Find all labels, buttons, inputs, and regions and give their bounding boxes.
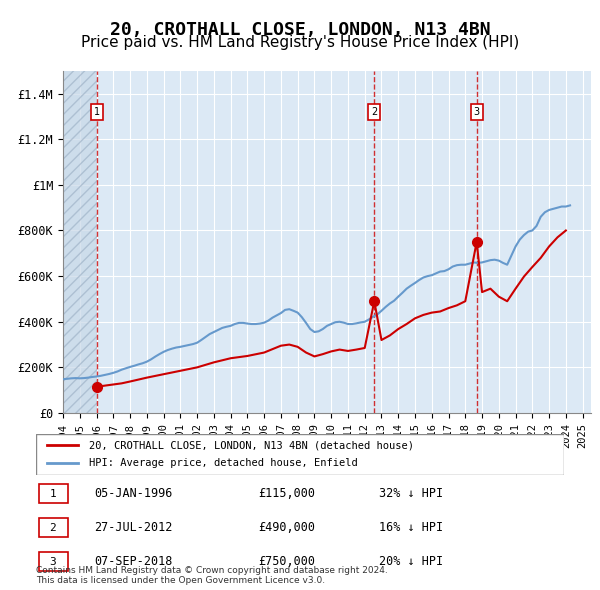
Text: 20% ↓ HPI: 20% ↓ HPI xyxy=(379,555,443,568)
Text: 27-JUL-2012: 27-JUL-2012 xyxy=(94,522,172,535)
FancyBboxPatch shape xyxy=(36,434,564,475)
Text: 32% ↓ HPI: 32% ↓ HPI xyxy=(379,487,443,500)
Text: HPI: Average price, detached house, Enfield: HPI: Average price, detached house, Enfi… xyxy=(89,458,358,468)
FancyBboxPatch shape xyxy=(38,484,68,503)
Text: £490,000: £490,000 xyxy=(258,522,315,535)
FancyBboxPatch shape xyxy=(38,552,68,571)
Text: 1: 1 xyxy=(94,107,100,117)
Text: 16% ↓ HPI: 16% ↓ HPI xyxy=(379,522,443,535)
Text: 2: 2 xyxy=(50,523,56,533)
Text: 3: 3 xyxy=(50,557,56,567)
Text: £115,000: £115,000 xyxy=(258,487,315,500)
Text: 3: 3 xyxy=(473,107,480,117)
Text: 07-SEP-2018: 07-SEP-2018 xyxy=(94,555,172,568)
Text: 20, CROTHALL CLOSE, LONDON, N13 4BN: 20, CROTHALL CLOSE, LONDON, N13 4BN xyxy=(110,21,490,39)
Text: Price paid vs. HM Land Registry's House Price Index (HPI): Price paid vs. HM Land Registry's House … xyxy=(81,35,519,50)
Text: Contains HM Land Registry data © Crown copyright and database right 2024.
This d: Contains HM Land Registry data © Crown c… xyxy=(36,566,388,585)
Text: 05-JAN-1996: 05-JAN-1996 xyxy=(94,487,172,500)
Text: 2: 2 xyxy=(371,107,377,117)
Bar xyxy=(63,71,97,413)
FancyBboxPatch shape xyxy=(38,518,68,537)
Text: 20, CROTHALL CLOSE, LONDON, N13 4BN (detached house): 20, CROTHALL CLOSE, LONDON, N13 4BN (det… xyxy=(89,440,414,450)
Text: £750,000: £750,000 xyxy=(258,555,315,568)
Text: 1: 1 xyxy=(50,489,56,499)
